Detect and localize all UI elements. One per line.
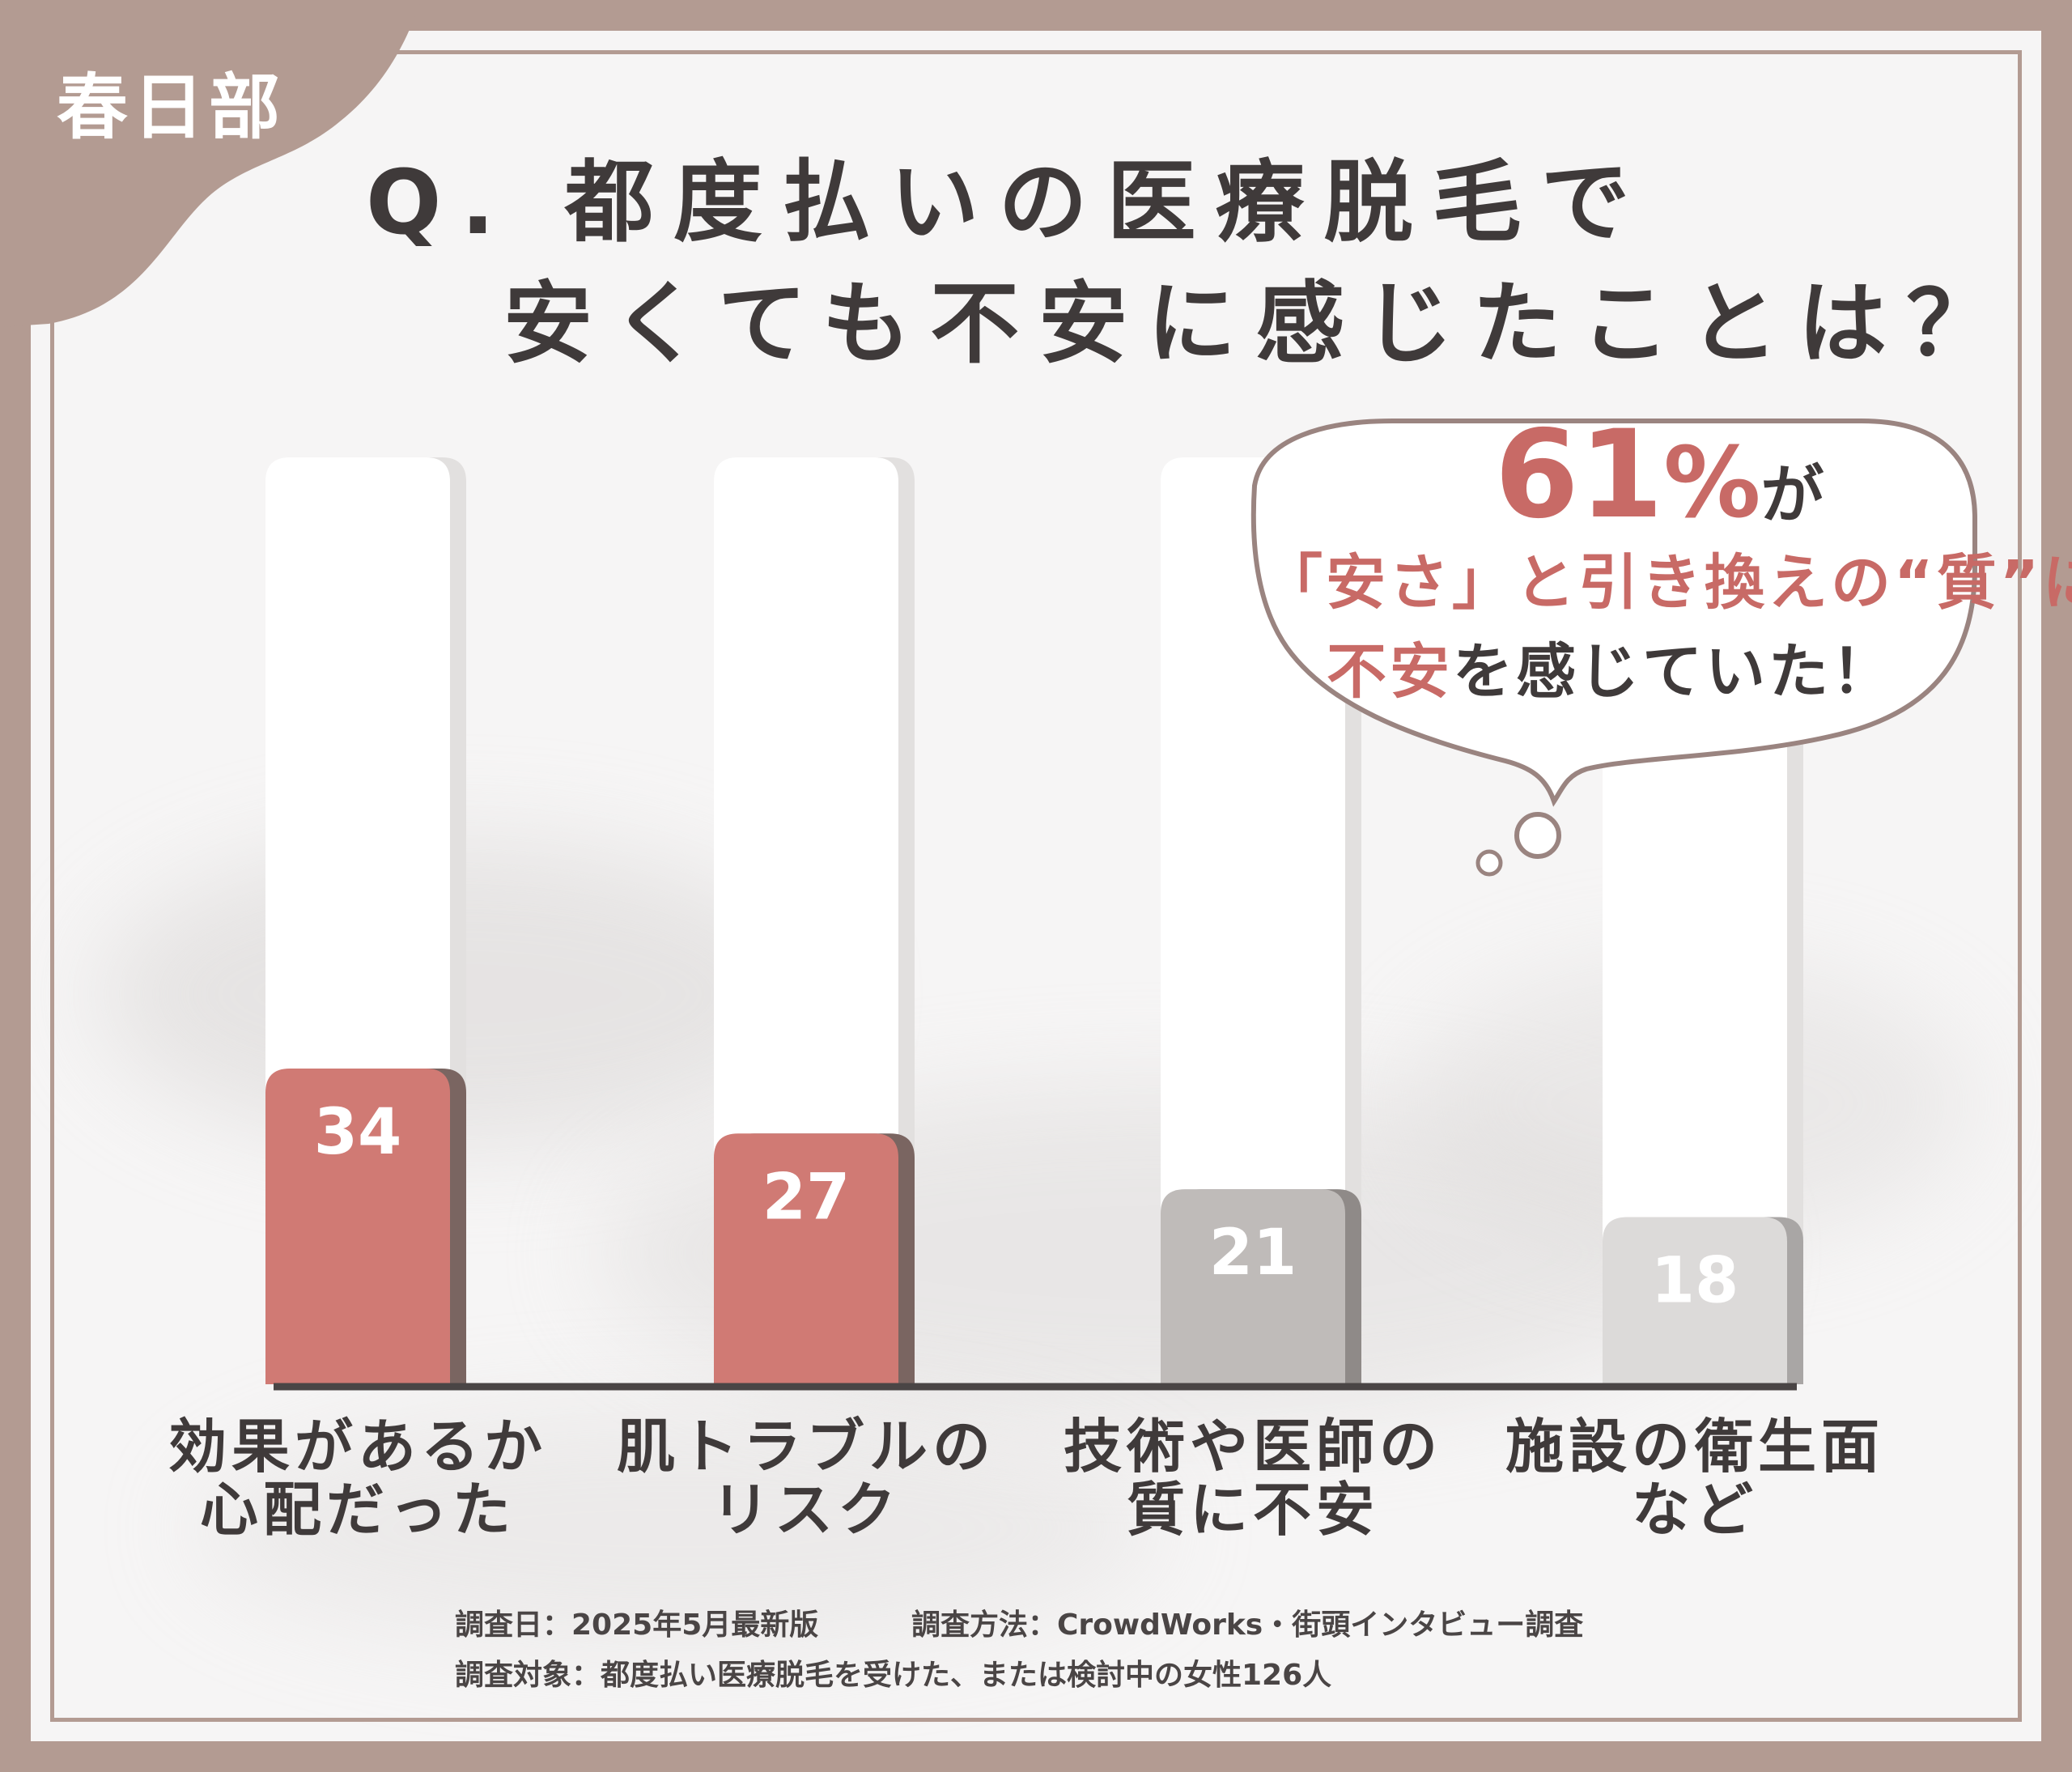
callout-line2: 「安さ」と引き換えの“質”に	[1263, 548, 2072, 618]
category-label-line: 技術や医師の	[1063, 1413, 1442, 1481]
callout-percent-value: 61	[1494, 405, 1664, 546]
bar-value-label: 34	[314, 1096, 402, 1169]
callout-line3: 不安を感じていた！	[1263, 623, 1959, 710]
region-badge: 春日部	[57, 66, 286, 149]
bar	[1603, 1217, 1787, 1384]
category-label-line: 効果があるか	[168, 1413, 547, 1481]
background-haze	[193, 1407, 1164, 1650]
bar-value-label: 27	[762, 1161, 851, 1234]
bar	[714, 1133, 898, 1384]
callout-line3-rest: を感じていた！	[1453, 637, 1895, 707]
category-label-line: 施設の衛生面	[1505, 1413, 1884, 1481]
survey-method: 調査方法：CrowdWorks・街頭インタビュー調査	[911, 1608, 1584, 1642]
category-label: 効果があるか 心配だった	[147, 1415, 568, 1541]
callout-percent-sign: %	[1663, 427, 1761, 540]
category-label-line: 心配だった	[199, 1476, 516, 1544]
category-label-line: 肌トラブルの	[616, 1413, 996, 1481]
bar	[265, 1069, 450, 1384]
category-label-line: 質に不安	[1126, 1476, 1379, 1544]
bar-value-label: 21	[1209, 1217, 1297, 1290]
category-label: 施設の衛生面 など	[1484, 1415, 1905, 1541]
category-label: 肌トラブルの リスク	[596, 1415, 1017, 1541]
speech-bubble-body	[1250, 419, 1977, 807]
bar-track	[1161, 457, 1345, 1384]
question-title-line2: 安くても不安に感じたことは？	[503, 272, 2015, 376]
category-label-line: など	[1631, 1476, 1758, 1544]
survey-subjects: 調査対象：都度払い医療脱毛を受けた、または検討中の女性126人	[455, 1659, 1332, 1692]
callout-percent-suffix: が	[1760, 459, 1824, 532]
callout-line3-accent: 不安	[1327, 637, 1453, 707]
corner-badge-shape	[0, 0, 421, 327]
category-label: 技術や医師の 質に不安	[1042, 1415, 1463, 1541]
question-title-line1: Q. 都度払いの医療脱毛で	[366, 151, 1650, 254]
thought-dot-small	[1475, 849, 1503, 877]
thought-dot-large	[1514, 812, 1561, 859]
bar-value-label: 18	[1651, 1245, 1739, 1318]
survey-date: 調査日：2025年5月最新版	[455, 1608, 819, 1642]
callout-percent: 61%が	[1271, 405, 2048, 546]
category-label-line: リスク	[711, 1476, 901, 1544]
bar	[1161, 1189, 1345, 1384]
